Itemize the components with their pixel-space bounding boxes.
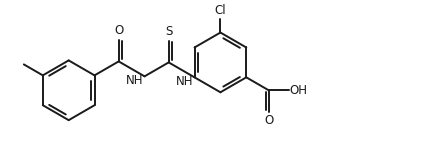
- Text: OH: OH: [290, 84, 307, 97]
- Text: Cl: Cl: [215, 4, 226, 17]
- Text: NH: NH: [176, 75, 193, 88]
- Text: O: O: [114, 24, 124, 36]
- Text: NH: NH: [126, 74, 143, 87]
- Text: S: S: [165, 24, 173, 38]
- Text: O: O: [264, 114, 273, 127]
